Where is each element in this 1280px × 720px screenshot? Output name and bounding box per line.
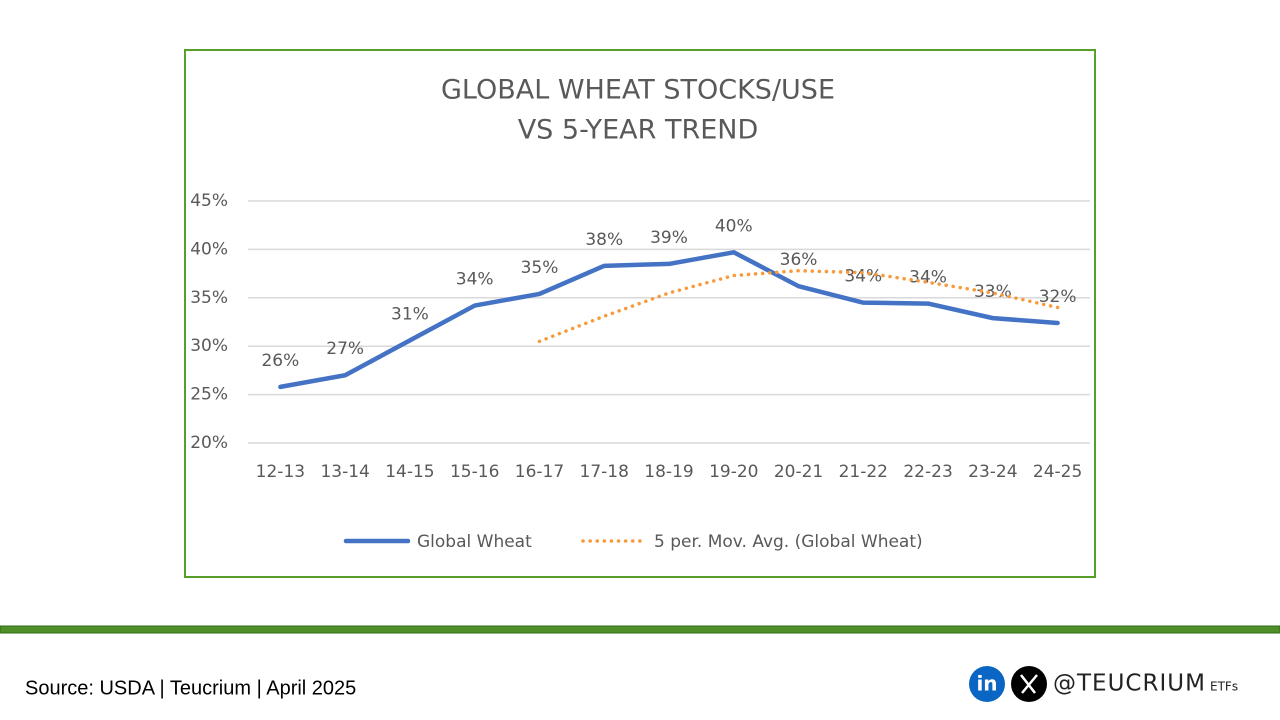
legend-label: 5 per. Mov. Avg. (Global Wheat) xyxy=(654,532,923,552)
data-label: 34% xyxy=(909,268,947,288)
divider xyxy=(0,625,1280,634)
x-tick-label: 17-18 xyxy=(580,462,629,482)
y-tick-label: 30% xyxy=(190,336,228,356)
y-tick-label: 40% xyxy=(190,239,228,259)
legend-label: Global Wheat xyxy=(417,532,532,552)
x-tick-label: 14-15 xyxy=(385,462,434,482)
y-tick-label: 20% xyxy=(190,433,228,453)
series-line xyxy=(278,250,1060,390)
y-tick-label: 25% xyxy=(190,385,228,405)
x-tick-label: 18-19 xyxy=(644,462,693,482)
x-tick-label: 23-24 xyxy=(968,462,1017,482)
data-label: 34% xyxy=(844,267,882,287)
x-tick-label: 13-14 xyxy=(320,462,369,482)
data-label: 40% xyxy=(715,216,753,236)
data-label: 39% xyxy=(650,228,688,248)
y-tick-label: 45% xyxy=(190,191,228,211)
brand-handle: @TEUCRIUM xyxy=(1053,671,1206,697)
x-tick-label: 15-16 xyxy=(450,462,499,482)
data-label: 36% xyxy=(780,250,818,270)
data-label: 31% xyxy=(391,304,429,324)
brand-suffix: ETFs xyxy=(1210,680,1238,694)
data-label: 35% xyxy=(521,258,559,278)
x-tick-label: 22-23 xyxy=(903,462,952,482)
chart-subtitle: VS 5-YEAR TREND xyxy=(518,115,759,146)
data-label: 27% xyxy=(326,339,364,359)
chart-title: GLOBAL WHEAT STOCKS/USE xyxy=(441,75,835,106)
data-label: 33% xyxy=(974,282,1012,302)
linkedin-icon[interactable] xyxy=(969,666,1005,702)
chart-frame xyxy=(184,49,1096,578)
x-glyph xyxy=(1020,674,1038,694)
series-line xyxy=(537,268,1060,344)
linkedin-label: in xyxy=(976,672,997,696)
y-tick-label: 35% xyxy=(190,288,228,308)
data-label: 32% xyxy=(1039,287,1077,307)
source-note: Source: USDA | Teucrium | April 2025 xyxy=(25,677,356,699)
x-tick-label: 24-25 xyxy=(1033,462,1082,482)
data-label: 26% xyxy=(261,351,299,371)
x-tick-label: 20-21 xyxy=(774,462,823,482)
x-tick-label: 19-20 xyxy=(709,462,758,482)
x-tick-label: 12-13 xyxy=(256,462,305,482)
data-label: 38% xyxy=(585,230,623,250)
data-label: 34% xyxy=(456,270,494,290)
x-tick-label: 16-17 xyxy=(515,462,564,482)
x-tick-label: 21-22 xyxy=(839,462,888,482)
